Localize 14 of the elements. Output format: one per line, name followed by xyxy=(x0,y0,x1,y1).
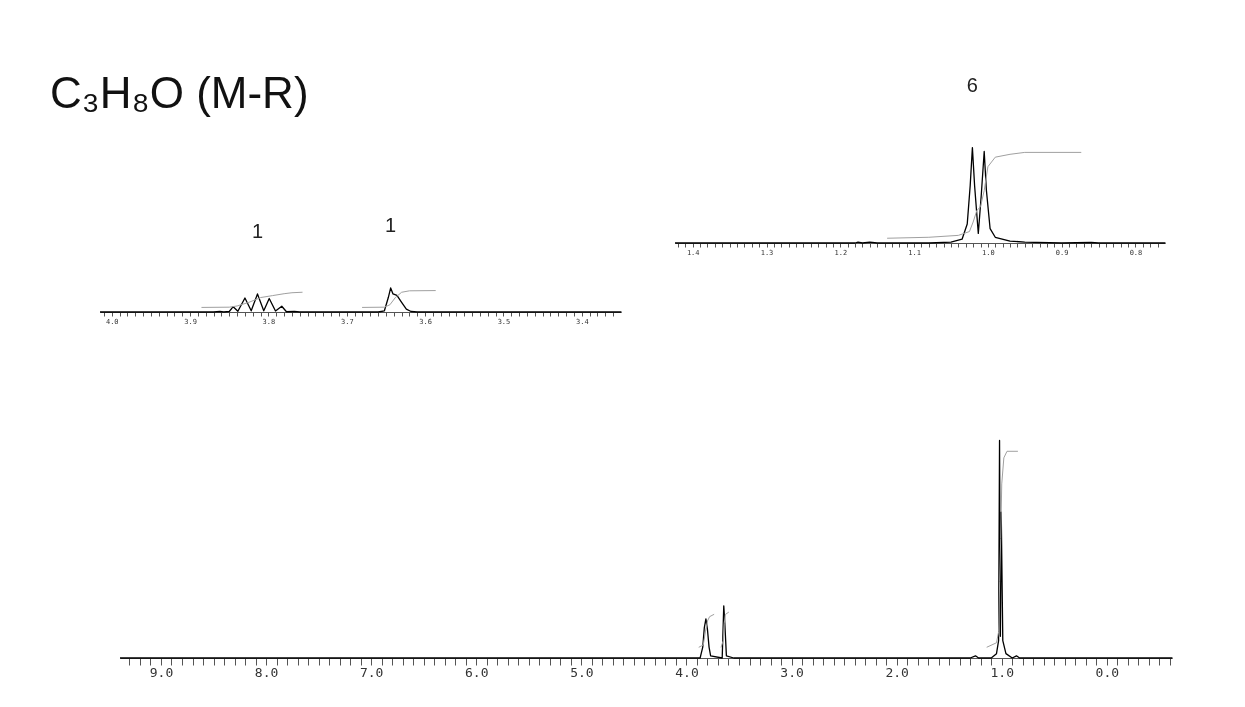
x-tick-label: 6.0 xyxy=(465,664,489,680)
x-tick-label: 5.0 xyxy=(570,664,594,680)
chart-title: C₃H₈O (M-R) xyxy=(50,68,309,118)
annotation: 6 xyxy=(966,73,978,96)
annotation: 1 xyxy=(385,213,397,236)
x-tick-label: 3.0 xyxy=(780,664,804,680)
x-tick-label: 4.0 xyxy=(675,664,699,680)
x-tick-label: 2.0 xyxy=(885,664,909,680)
x-tick-label: 8.0 xyxy=(254,664,279,680)
x-tick-label: 0.0 xyxy=(1095,664,1120,680)
x-tick-label: 9.0 xyxy=(149,664,174,680)
x-tick-label: 1.0 xyxy=(990,664,1014,680)
annotation: 1 xyxy=(251,219,264,242)
x-tick-label: 7.0 xyxy=(359,664,384,680)
